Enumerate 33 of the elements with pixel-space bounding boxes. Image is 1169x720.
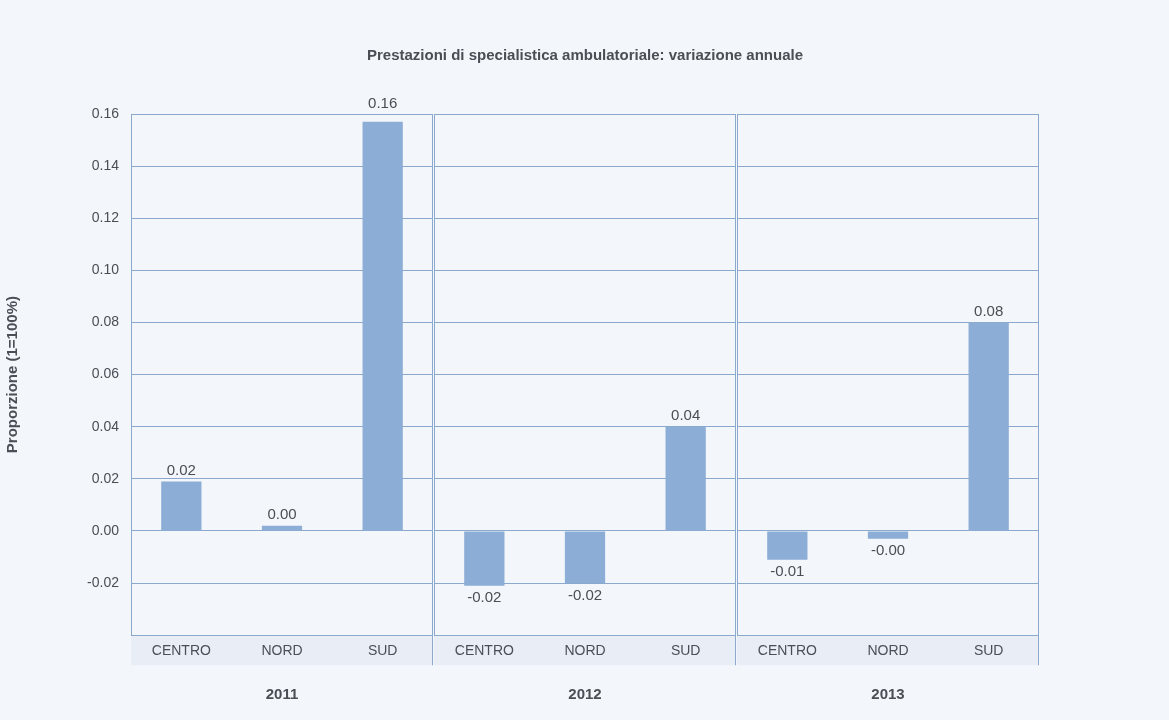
data-label: 0.00 <box>267 505 297 523</box>
data-label: -0.00 <box>870 541 906 559</box>
x-tick-label: CENTRO <box>757 642 817 659</box>
data-label: 0.16 <box>368 93 398 111</box>
y-axis-title: Proporzione (1=100%) <box>3 296 21 454</box>
data-label: -0.02 <box>567 585 603 603</box>
y-tick-label: 0.04 <box>91 417 120 434</box>
y-tick-label: 0.06 <box>91 365 120 382</box>
y-tick-label: -0.02 <box>87 573 120 590</box>
x-axis-title: 2011 <box>265 685 299 703</box>
text: Prestazioni di specialistica ambulatoriale: variazione annuale <box>366 46 804 63</box>
data-label: 0.04 <box>671 406 701 424</box>
data-label: -0.01 <box>770 562 805 580</box>
x-tick-label: CENTRO <box>454 642 514 659</box>
x-tick-label: SUD <box>973 642 1004 659</box>
y-tick-label: 0.00 <box>91 521 120 538</box>
y-tick-label: 0.10 <box>91 261 120 278</box>
x-tick-label: CENTRO <box>151 642 211 659</box>
y-tick-label: 0.14 <box>91 156 120 173</box>
data-label: -0.02 <box>467 588 502 606</box>
y-tick-label: 0.02 <box>91 469 120 486</box>
x-tick-label: NORD <box>261 642 303 659</box>
x-tick-label: NORD <box>867 642 909 659</box>
y-tick-label: 0.08 <box>91 313 120 330</box>
y-tick-label: 0.16 <box>91 104 120 121</box>
data-label: 0.08 <box>974 302 1004 320</box>
x-tick-label: NORD <box>564 642 606 659</box>
x-axis-title: 2013 <box>871 685 905 703</box>
x-axis-title: 2012 <box>568 685 602 703</box>
x-tick-label: SUD <box>670 642 701 659</box>
y-tick-label: 0.12 <box>91 209 120 226</box>
x-tick-label: SUD <box>367 642 398 659</box>
data-label: 0.02 <box>166 461 196 479</box>
